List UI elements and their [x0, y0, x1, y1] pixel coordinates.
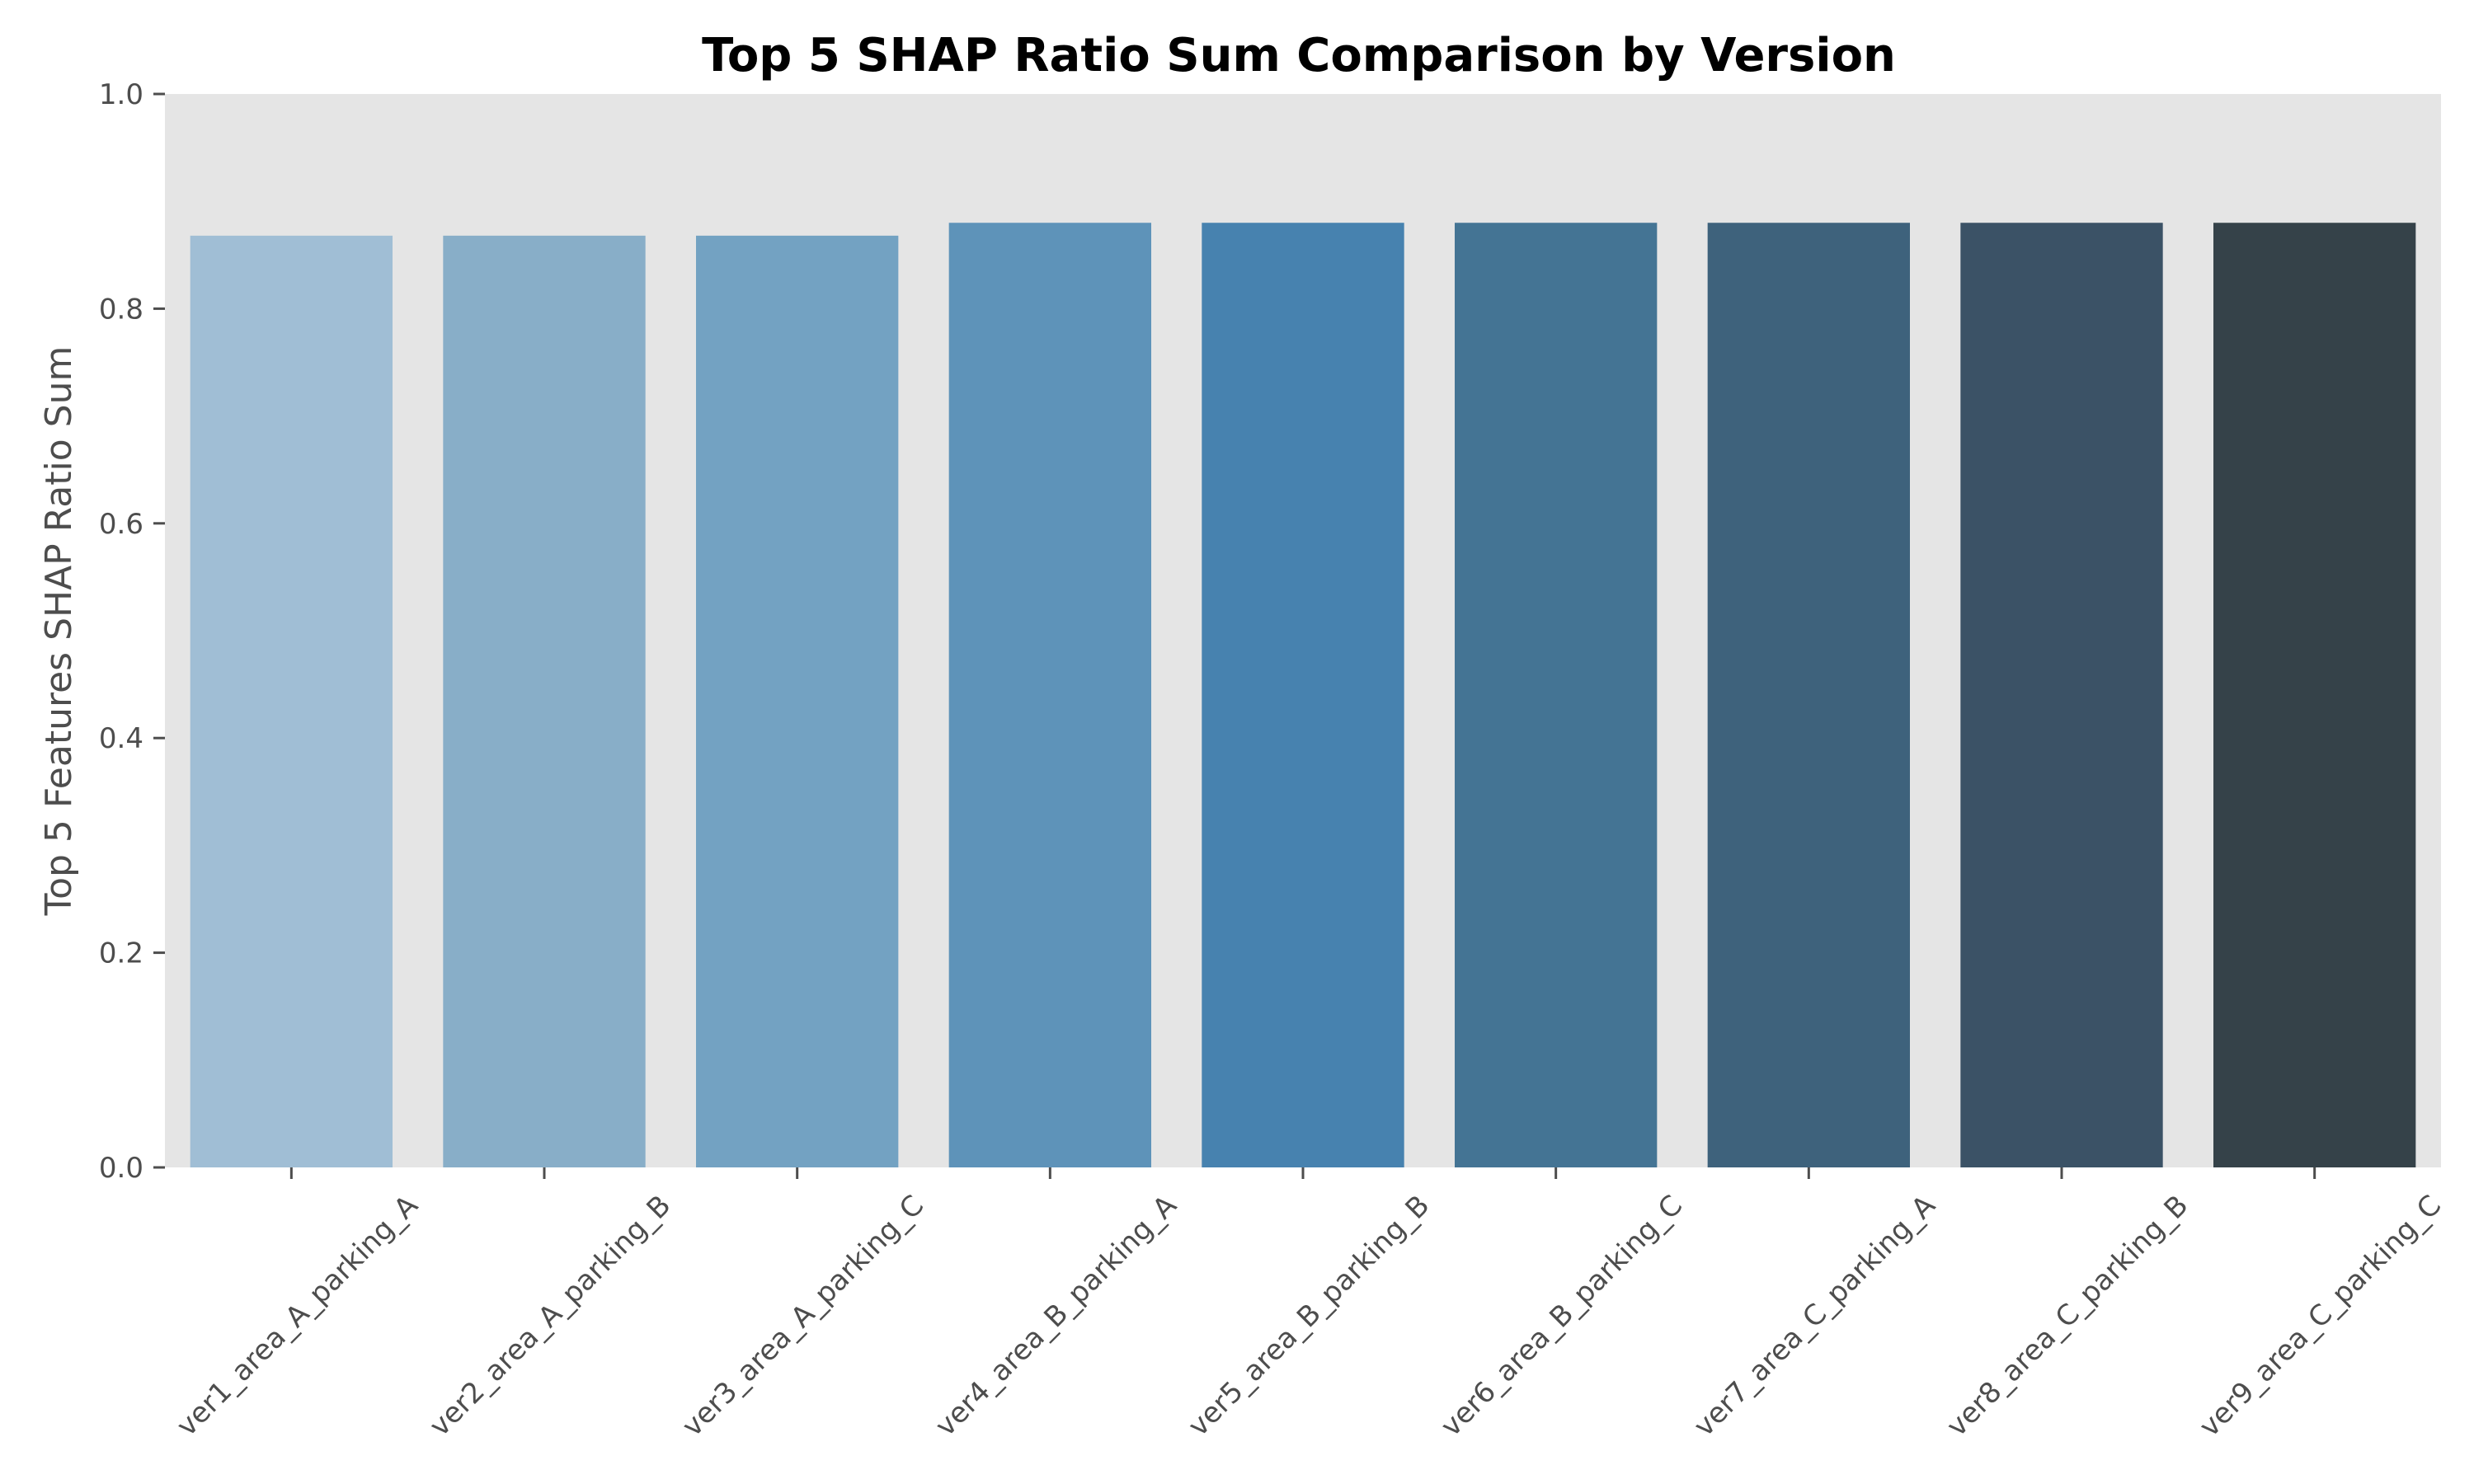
y-tick-label: 1.0	[99, 78, 143, 111]
bar-1	[190, 235, 393, 1167]
y-tick-label: 0.8	[99, 293, 143, 326]
bar-4	[948, 223, 1151, 1167]
bar-3	[696, 235, 899, 1167]
bars-group	[190, 223, 2416, 1167]
x-axis: ver1_area_A_parking_Aver2_area_A_parking…	[171, 1167, 2448, 1444]
x-tick-label: ver6_area_B_parking_C	[1435, 1189, 1689, 1443]
chart-title: Top 5 SHAP Ratio Sum Comparison by Versi…	[702, 29, 1896, 82]
y-tick-label: 0.2	[99, 937, 143, 970]
bar-6	[1455, 223, 1658, 1167]
bar-5	[1202, 223, 1404, 1167]
y-tick-label: 0.0	[99, 1152, 143, 1185]
y-axis-label: Top 5 Features SHAP Ratio Sum	[38, 346, 80, 917]
bar-8	[1960, 223, 2163, 1167]
x-tick-label: ver7_area_C_parking_A	[1687, 1189, 1941, 1443]
x-tick-label: ver8_area_C_parking_B	[1940, 1189, 2194, 1443]
bar-7	[1707, 223, 1910, 1167]
y-axis: 0.0 0.2 0.4 0.6 0.8 1.0	[99, 78, 165, 1185]
x-tick-label: ver9_area_C_parking_C	[2193, 1189, 2448, 1444]
x-tick-label: ver4_area_B_parking_A	[929, 1189, 1183, 1443]
x-tick-label: ver5_area_B_parking_B	[1182, 1189, 1436, 1443]
bar-2	[443, 235, 646, 1167]
y-tick-label: 0.4	[99, 722, 143, 755]
x-tick-label: ver3_area_A_parking_C	[676, 1189, 930, 1443]
y-tick-label: 0.6	[99, 508, 143, 541]
x-tick-label: ver2_area_A_parking_B	[423, 1189, 677, 1443]
bar-9	[2213, 223, 2416, 1167]
x-tick-label: ver1_area_A_parking_A	[171, 1189, 425, 1443]
